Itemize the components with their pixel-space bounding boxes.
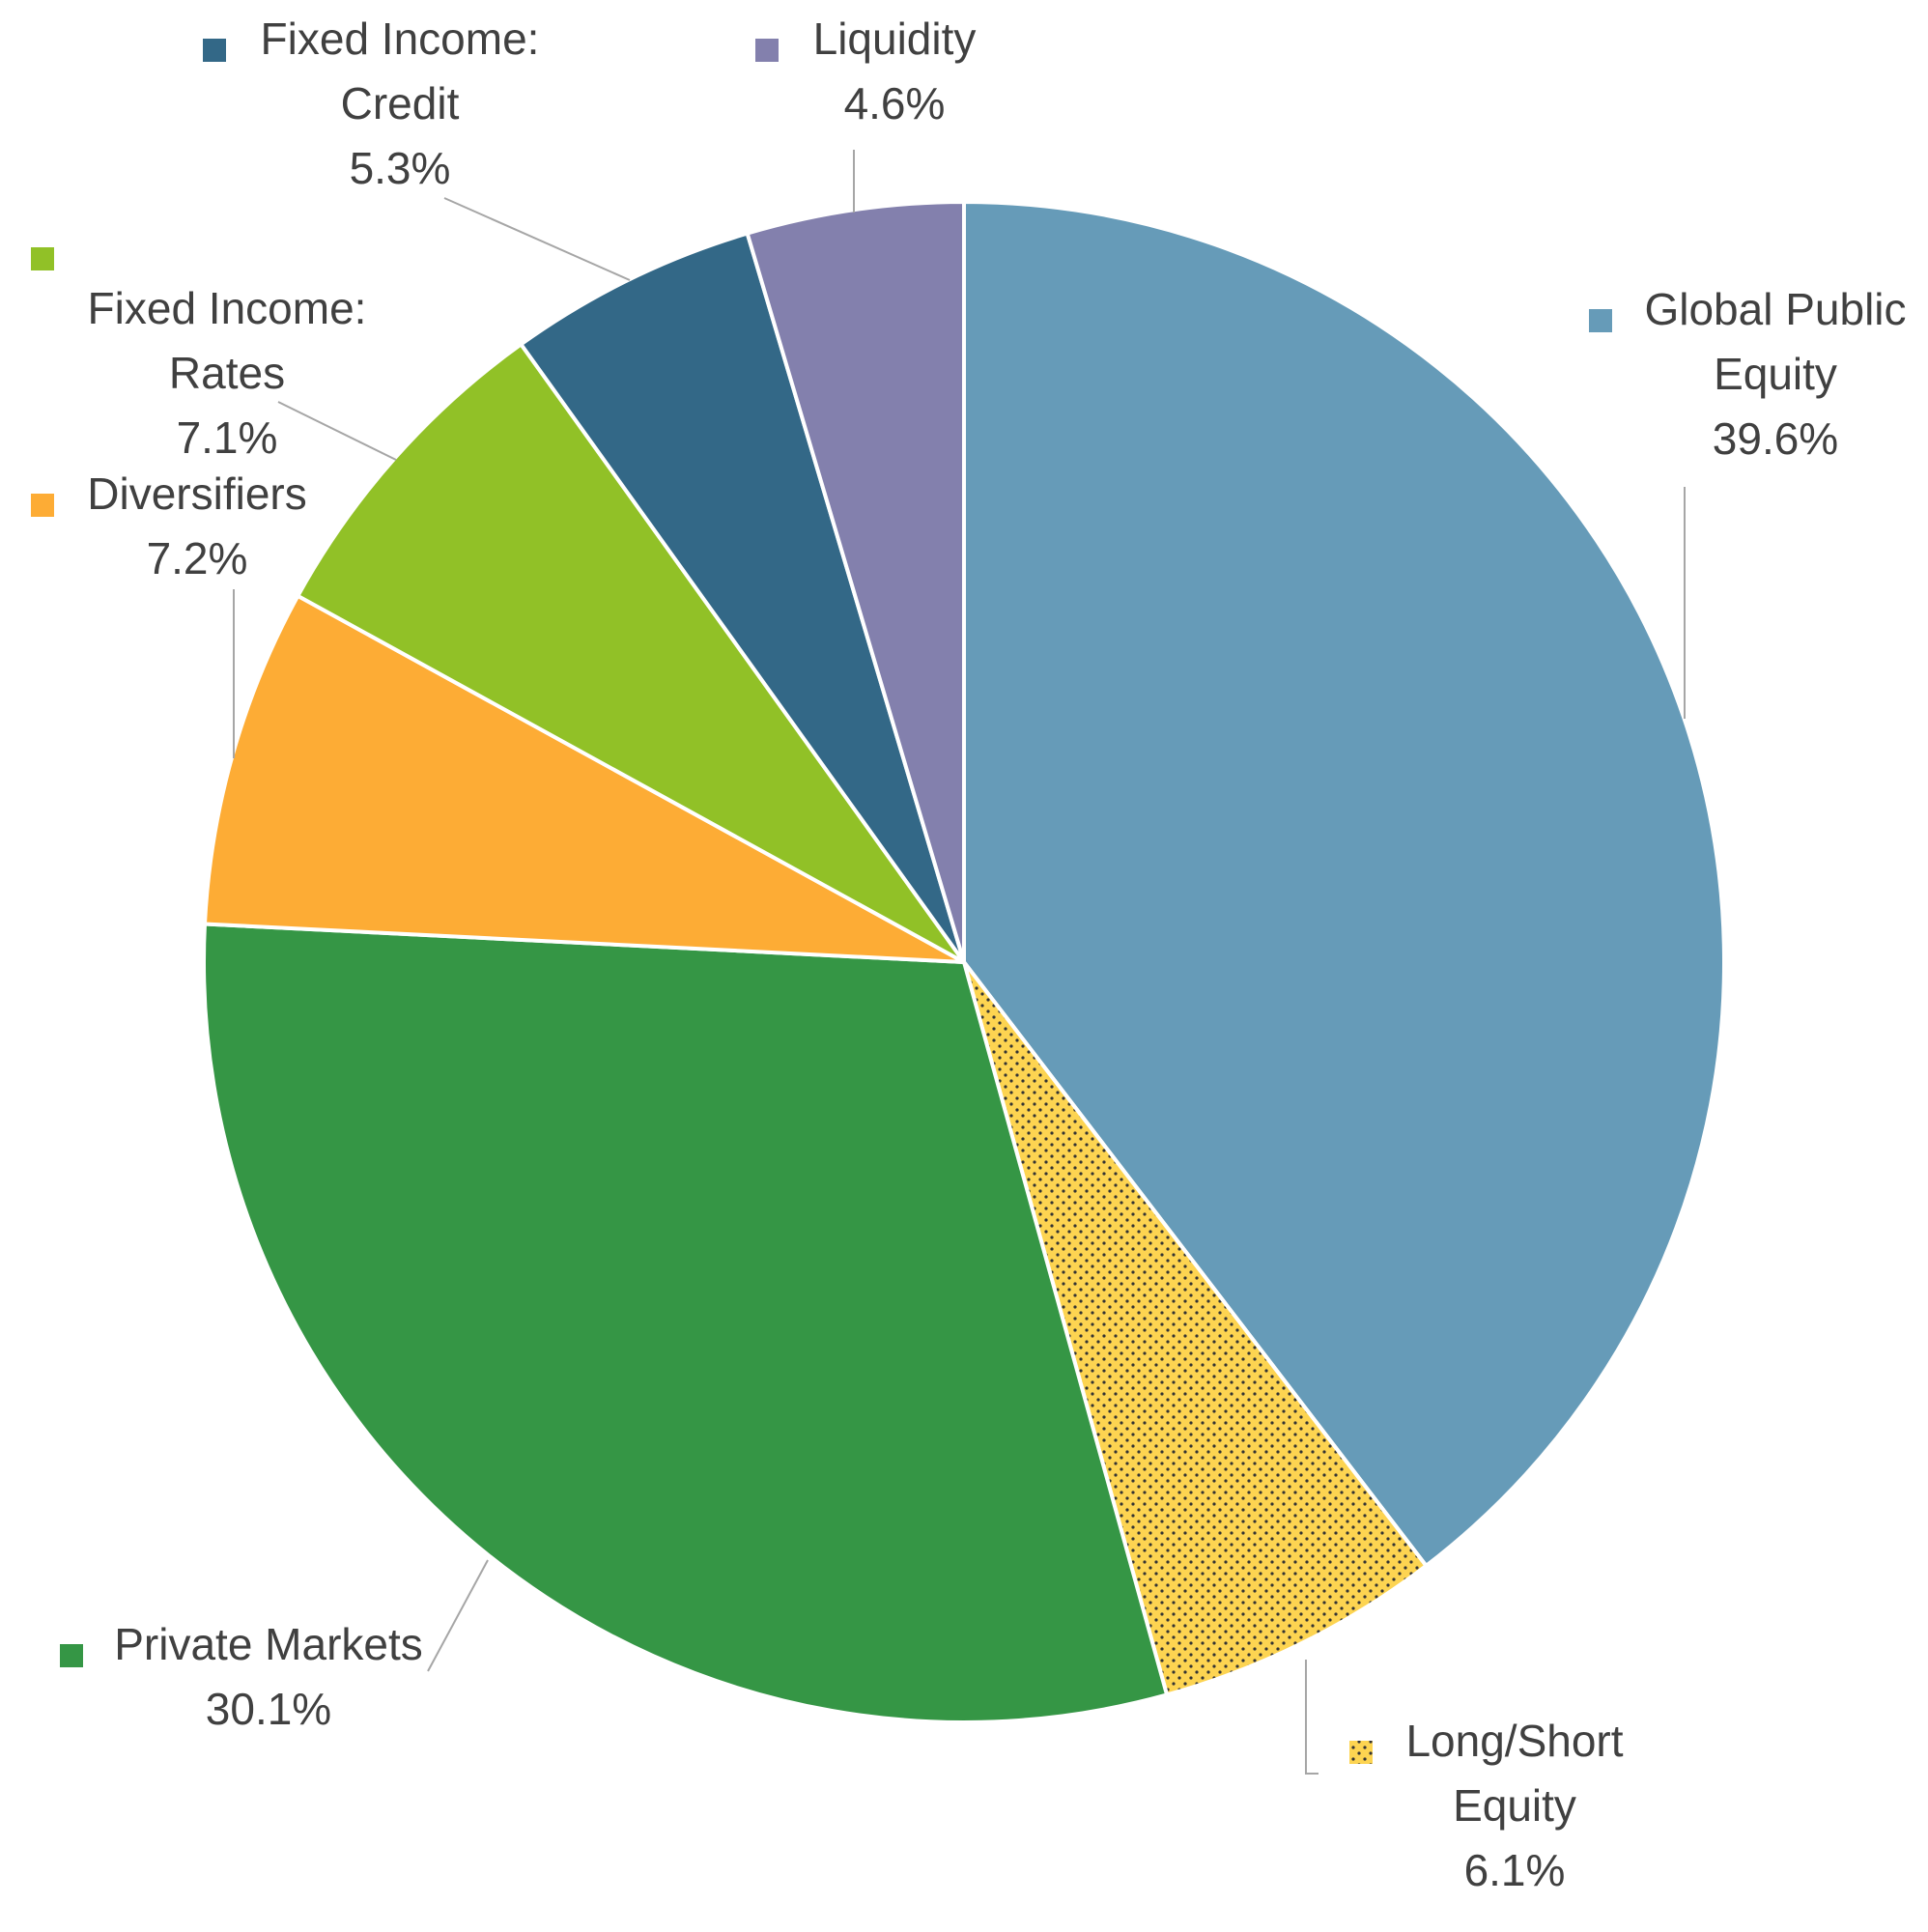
pie-slice-long-short-equity xyxy=(962,960,1429,1697)
data-label-value: 7.2% xyxy=(147,533,248,583)
data-label-fixed-income-rates: Fixed Income: Rates 7.1% xyxy=(88,283,367,463)
data-label-name: Credit xyxy=(341,78,460,128)
data-label-value: 39.6% xyxy=(1713,413,1838,464)
label-key-private-markets xyxy=(60,1644,83,1667)
data-label-global-public-equity: Global Public Equity 39.6% xyxy=(1644,284,1906,464)
data-label-name: Fixed Income: xyxy=(88,283,367,333)
data-label-value: 30.1% xyxy=(206,1684,331,1734)
label-key-long-short-equity xyxy=(1349,1741,1373,1764)
label-key-liquidity xyxy=(755,39,779,62)
label-key-fixed-income-credit xyxy=(203,39,226,62)
leader-line-fixed-income-credit xyxy=(443,197,631,281)
data-label-fixed-income-credit: Fixed Income: Credit 5.3% xyxy=(261,14,540,193)
data-label-name: Fixed Income: xyxy=(261,14,540,64)
label-key-diversifiers xyxy=(31,494,54,517)
pie-slice-fixed-income-rates xyxy=(296,342,966,964)
data-label-name: Rates xyxy=(169,348,285,398)
leader-line-long-short-equity xyxy=(1305,1660,1318,1775)
data-label-name: Long/Short xyxy=(1405,1716,1623,1766)
pie-slice-private-markets xyxy=(202,922,1170,1724)
data-label-name: Private Markets xyxy=(114,1619,423,1669)
data-labels: Global Public Equity 39.6% Long/Short Equity… xyxy=(31,14,1907,1895)
pie-slices xyxy=(202,200,1726,1724)
leader-line-fixed-income-rates xyxy=(277,401,397,461)
data-label-name: Diversifiers xyxy=(87,469,306,519)
data-label-name: Global Public xyxy=(1644,284,1906,334)
data-label-liquidity: Liquidity 4.6% xyxy=(813,14,977,128)
data-label-diversifiers: Diversifiers 7.2% xyxy=(87,469,306,583)
data-label-long-short-equity: Long/Short Equity 6.1% xyxy=(1405,1716,1623,1895)
pie-slice-diversifiers xyxy=(202,593,966,964)
label-key-fixed-income-rates xyxy=(31,247,54,270)
data-label-name: Equity xyxy=(1453,1780,1576,1831)
data-label-private-markets: Private Markets 30.1% xyxy=(114,1619,423,1734)
data-label-name: Liquidity xyxy=(813,14,977,64)
leader-line-private-markets xyxy=(427,1559,489,1672)
data-label-value: 7.1% xyxy=(177,412,278,463)
leader-lines xyxy=(233,150,1686,1775)
data-label-value: 6.1% xyxy=(1464,1845,1566,1895)
data-label-name: Equity xyxy=(1714,349,1837,399)
data-label-value: 4.6% xyxy=(844,78,946,128)
data-label-value: 5.3% xyxy=(350,143,451,193)
label-key-global-public-equity xyxy=(1589,309,1612,332)
